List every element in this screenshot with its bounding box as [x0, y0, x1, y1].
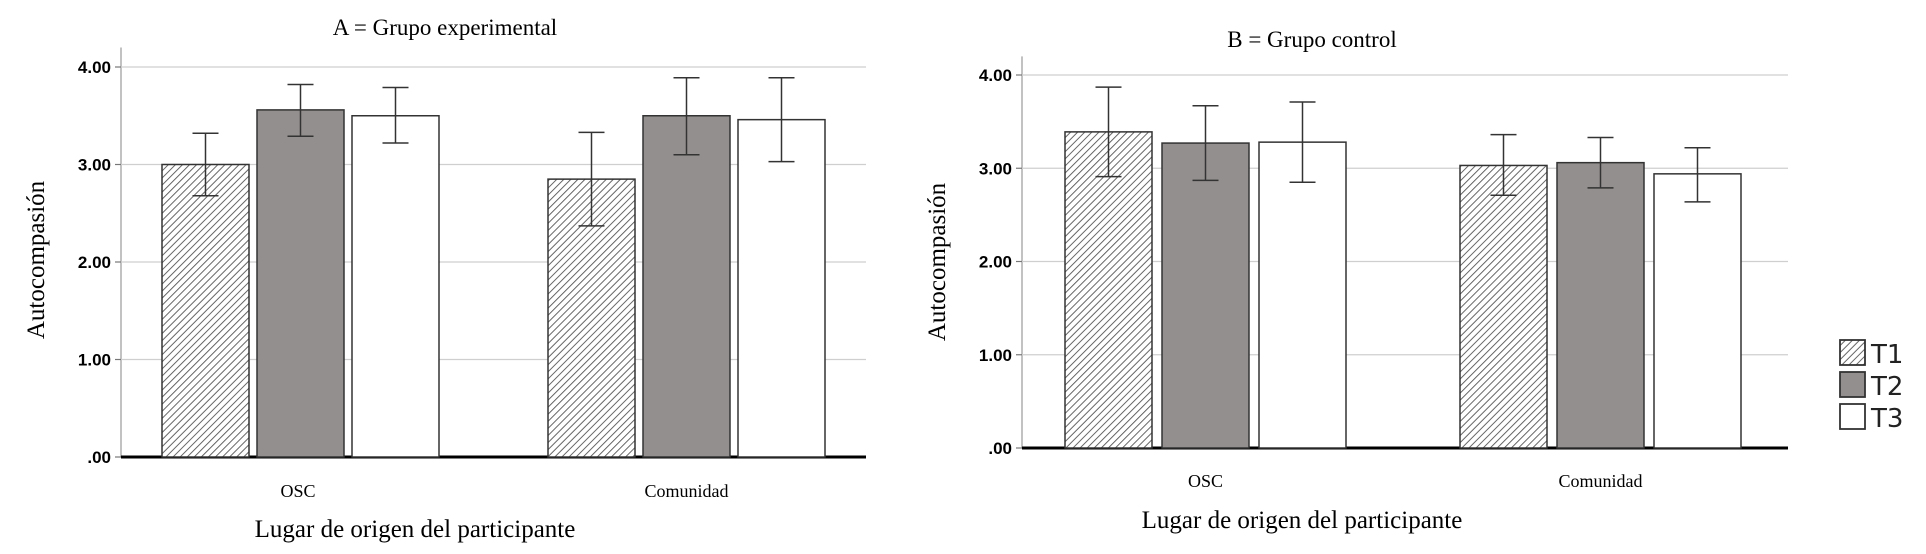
legend-item-t3: T3 — [1839, 403, 1903, 434]
y-tick-label: 3.00 — [78, 156, 111, 175]
legend-swatch — [1839, 339, 1866, 366]
bar-t2-comunidad — [1556, 161, 1645, 449]
bar-t1-osc — [1064, 131, 1153, 449]
error-bar-t3-comunidad — [768, 76, 795, 163]
y-tick-label: 2.00 — [78, 253, 111, 272]
error-bar-t1-comunidad — [578, 131, 605, 227]
error-bar-t1-osc — [192, 132, 219, 197]
y-tick-label: 2.00 — [979, 253, 1012, 272]
error-bar-t3-comunidad — [1684, 146, 1711, 203]
category-label-osc: OSC — [1188, 471, 1223, 491]
y-tick-label: 3.00 — [979, 159, 1012, 178]
chart-title-b: B = Grupo control — [1227, 27, 1396, 52]
category-label-comunidad: Comunidad — [645, 481, 729, 501]
legend-item-t2: T2 — [1839, 371, 1903, 402]
y-tick-label: 4.00 — [78, 58, 111, 77]
category-label-comunidad: Comunidad — [1559, 471, 1643, 491]
chart-panel-a: A = Grupo experimental .00 1.00 2.00 3.00 4.… — [23, 15, 866, 543]
error-bar-t2-comunidad — [673, 76, 700, 156]
legend-label: T1 — [1870, 340, 1903, 370]
chart-panel-b: B = Grupo control .00 1.00 2.00 3.00 4.00 OS… — [924, 27, 1788, 534]
bar-t3-osc — [1258, 141, 1347, 449]
y-tick-label: 1.00 — [979, 346, 1012, 365]
chart-title-a: A = Grupo experimental — [333, 15, 557, 40]
bar-t2-osc — [1161, 142, 1250, 449]
legend-swatch — [1839, 403, 1866, 430]
legend-item-t1: T1 — [1839, 339, 1903, 370]
error-bar-t2-osc — [287, 83, 314, 137]
y-tick-label: 1.00 — [78, 351, 111, 370]
legend-label: T2 — [1870, 372, 1903, 402]
error-bar-t1-osc — [1095, 86, 1122, 178]
error-bar-t1-comunidad — [1490, 133, 1517, 197]
y-tick-label: 4.00 — [979, 66, 1012, 85]
bar-t2-comunidad — [642, 115, 731, 458]
y-tick-label: .00 — [988, 439, 1012, 458]
bar-t2-osc — [256, 109, 345, 458]
error-bar-t3-osc — [382, 86, 409, 144]
legend-swatch — [1839, 371, 1866, 398]
error-bar-t3-osc — [1289, 101, 1316, 183]
error-bar-t2-comunidad — [1587, 136, 1614, 189]
bar-t3-comunidad — [737, 118, 826, 458]
error-bar-t2-osc — [1192, 105, 1219, 182]
bar-t3-osc — [351, 115, 440, 458]
bar-t1-comunidad — [1459, 164, 1548, 449]
legend-label: T3 — [1870, 404, 1903, 434]
x-axis-title-b: Lugar de origen del participante — [1142, 507, 1463, 534]
y-axis-title-a: Autocompasión — [23, 180, 50, 339]
y-tick-label: .00 — [87, 448, 111, 467]
bar-t3-comunidad — [1653, 173, 1742, 449]
x-axis-title-a: Lugar de origen del participante — [255, 516, 576, 543]
category-label-osc: OSC — [280, 481, 315, 501]
y-axis-title-b: Autocompasión — [924, 182, 951, 341]
bar-t1-osc — [161, 163, 250, 458]
